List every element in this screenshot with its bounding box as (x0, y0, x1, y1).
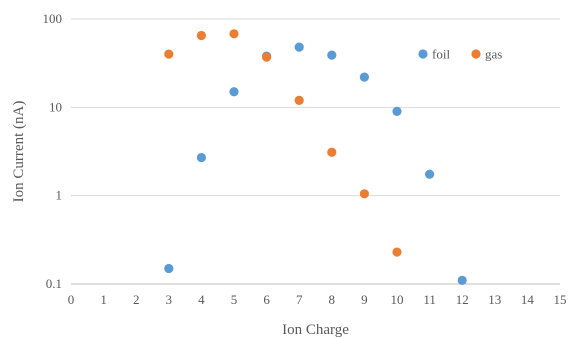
data-point-gas (392, 247, 402, 257)
x-tick-label: 4 (198, 292, 205, 307)
data-point-foil (196, 152, 206, 163)
data-point-foil (327, 50, 337, 60)
data-point-gas (229, 29, 239, 39)
x-tick-label: 15 (554, 292, 567, 307)
x-tick-label: 6 (263, 292, 270, 307)
data-point-gas (164, 49, 174, 59)
y-axis-title: Ion Current (nA) (11, 101, 27, 203)
x-tick-label: 5 (231, 292, 238, 307)
x-tick-label: 3 (166, 292, 173, 307)
x-tick-label: 2 (133, 292, 140, 307)
series-gas (164, 29, 402, 257)
x-tick-label: 0 (68, 292, 75, 307)
series-foil (164, 42, 467, 285)
x-tick-label: 13 (488, 292, 501, 307)
y-tick-label: 0.1 (46, 276, 62, 291)
data-point-gas (196, 30, 206, 41)
x-tick-label: 14 (521, 292, 535, 307)
x-tick-label: 1 (100, 292, 107, 307)
legend-item-foil: foil (418, 47, 450, 62)
legend-label: foil (432, 47, 450, 62)
y-tick-label: 100 (43, 11, 63, 26)
x-tick-label: 10 (391, 292, 404, 307)
data-point-gas (262, 52, 272, 62)
y-tick-labels: 0.1 1 10 100 (43, 11, 63, 291)
data-point-foil (164, 263, 174, 274)
legend-marker (418, 49, 428, 59)
legend-marker (471, 49, 481, 59)
data-point-gas (294, 95, 304, 105)
x-tick-label: 7 (296, 292, 303, 307)
x-tick-label: 8 (329, 292, 336, 307)
data-point-foil (294, 42, 304, 52)
data-points (164, 29, 467, 285)
data-point-foil (359, 72, 369, 82)
x-tick-labels: 0 1 2 3 4 5 6 7 8 9 10 11 12 13 14 15 (68, 292, 567, 307)
data-point-foil (425, 169, 435, 179)
legend-item-gas: gas (471, 47, 502, 62)
legend: foil gas (418, 47, 502, 62)
y-tick-label: 1 (56, 188, 63, 203)
x-axis-title: Ion Charge (282, 322, 349, 338)
x-tick-label: 12 (456, 292, 469, 307)
y-tick-label: 10 (49, 99, 62, 114)
grid-lines (71, 18, 560, 197)
data-point-foil (229, 87, 239, 97)
data-point-foil (392, 106, 402, 116)
data-point-foil (457, 275, 467, 285)
legend-label: gas (485, 47, 502, 62)
x-tick-label: 11 (423, 292, 436, 307)
data-point-gas (327, 147, 337, 157)
x-tick-label: 9 (361, 292, 368, 307)
data-point-gas (359, 189, 369, 199)
